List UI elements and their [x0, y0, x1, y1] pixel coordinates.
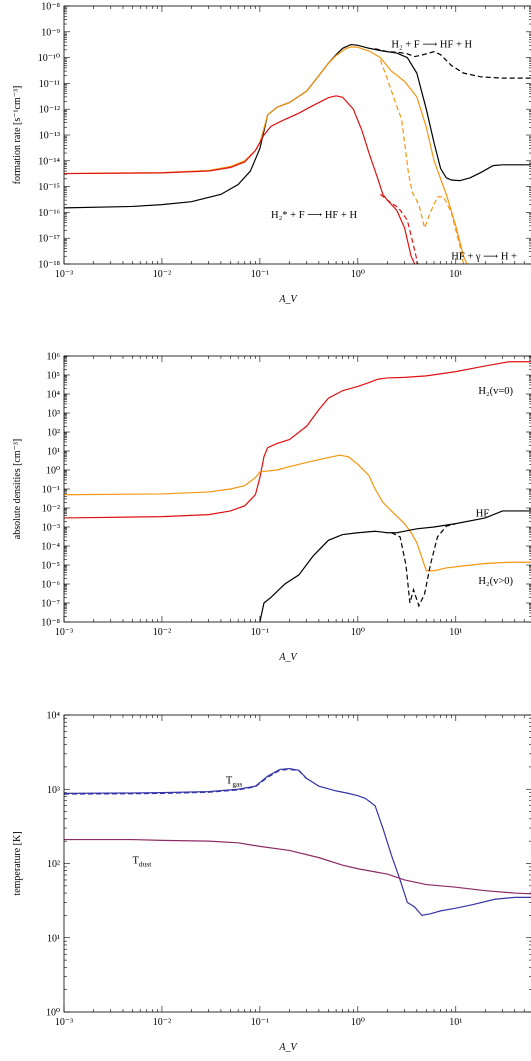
series-line-1 [64, 43, 531, 209]
y-tick-label: 10⁻¹⁸ [38, 260, 60, 271]
series-line-3 [259, 510, 531, 622]
x-axis-label: A_V [278, 652, 298, 663]
annotation-1: H₂ + F ⟶ HF + H [391, 39, 472, 50]
y-tick-label: 10⁻¹² [39, 105, 60, 116]
series-line-2 [374, 48, 531, 79]
y-tick-label: 10⁻⁹ [41, 27, 60, 38]
y-axis-label: formation rate [s⁻¹cm⁻³] [12, 86, 23, 185]
y-tick-label: 10³ [47, 409, 60, 420]
annotation-2: Tdust [132, 856, 152, 869]
x-tick-label: 10⁻³ [55, 627, 73, 638]
y-tick-label: 10⁻¹ [42, 485, 60, 496]
y-tick-label: 10⁻¹⁵ [38, 182, 60, 193]
plot-frame [63, 5, 531, 265]
annotation-1: H₂(v=0) [478, 386, 513, 397]
y-tick-label: 10² [47, 428, 60, 439]
y-tick-label: 10⁻¹⁷ [38, 234, 60, 245]
x-tick-label: 10⁰ [351, 269, 365, 280]
y-tick-label: 10⁻³ [42, 523, 60, 534]
y-tick-label: 10⁶ [47, 352, 61, 363]
plot-frame [63, 355, 531, 623]
annotation-2: H₂* + F ⟶ HF + H [271, 210, 357, 221]
annotation-3: H₂(v>0) [478, 576, 513, 587]
y-tick-label: 10⁴ [47, 711, 61, 722]
y-tick-label: 10⁻¹¹ [39, 79, 60, 90]
series-line-2 [64, 768, 308, 795]
y-axis-label: temperature [K] [12, 831, 23, 895]
x-tick-label: 10⁻³ [55, 1017, 73, 1028]
y-tick-label: 10⁻⁶ [41, 580, 60, 591]
x-tick-label: 10⁰ [351, 627, 365, 638]
x-tick-label: 10⁻² [153, 627, 171, 638]
y-tick-label: 10⁻¹³ [39, 131, 60, 142]
y-tick-label: 10⁴ [47, 390, 61, 401]
series-line-4 [391, 523, 456, 608]
series-line-1 [64, 361, 531, 519]
series-line-4 [379, 59, 465, 264]
series-line-6 [380, 193, 419, 264]
y-tick-label: 10⁻⁷ [41, 599, 60, 610]
annotation-1: Tgas [226, 775, 243, 788]
x-tick-label: 10¹ [449, 1017, 462, 1028]
chart-panel-2: 10⁻³ 10⁻² 10⁻¹ 10⁰ 10¹ 10⁻⁸ 10⁻⁷ 10⁻⁶ 10⁻⁵ 10⁻⁴ 10… [12, 352, 531, 663]
y-tick-label: 10⁻⁴ [41, 542, 60, 553]
x-axis-label: A_V [278, 1042, 298, 1053]
y-tick-label: 10³ [47, 785, 60, 796]
series-line-1 [64, 767, 531, 917]
annotation-2: HF [476, 509, 490, 520]
x-tick-label: 10¹ [449, 627, 462, 638]
x-tick-label: 10⁻¹ [251, 269, 269, 280]
series-group [64, 43, 531, 264]
y-tick-label: 10⁻¹⁰ [38, 53, 60, 64]
y-tick-label: 10⁻¹⁶ [38, 208, 60, 219]
chart-panel-1: 10⁻³ 10⁻² 10⁻¹ 10⁰ 10¹ 10⁻¹⁸ 10⁻¹⁷ 10⁻¹⁶ 10⁻¹⁵ 10… [12, 2, 531, 305]
y-tick-label: 10⁵ [47, 371, 61, 382]
series-line-5 [64, 95, 416, 264]
x-tick-label: 10⁻² [153, 269, 171, 280]
x-tick-label: 10⁻³ [55, 269, 73, 280]
y-tick-label: 10⁻² [42, 504, 60, 515]
series-line-2 [64, 454, 531, 572]
series-line-3 [64, 838, 531, 895]
x-axis-label: A_V [278, 294, 298, 305]
x-tick-label: 10⁻¹ [251, 1017, 269, 1028]
x-tick-label: 10⁻¹ [251, 627, 269, 638]
y-tick-label: 10¹ [47, 933, 60, 944]
x-tick-label: 10¹ [449, 269, 462, 280]
y-tick-label: 10¹ [47, 447, 60, 458]
y-tick-label: 10⁻⁸ [41, 2, 60, 13]
y-tick-label: 10² [47, 859, 60, 870]
series-group [64, 767, 531, 917]
y-tick-label: 10⁻⁵ [41, 561, 60, 572]
y-tick-label: 10⁻⁸ [41, 618, 60, 629]
series-group [64, 361, 531, 622]
y-axis-label: absolute densities [cm⁻³] [12, 439, 23, 539]
y-tick-label: 10⁰ [46, 466, 60, 477]
annotation-3: HF + γ ⟶ H + [451, 251, 517, 262]
y-tick-label: 10⁰ [46, 1008, 60, 1019]
chart-panel-3: 10⁻³ 10⁻² 10⁻¹ 10⁰ 10¹ 10⁰ 10¹ 10² 10³ 10⁴ A_V temp… [12, 711, 531, 1053]
plot-frame [63, 714, 531, 1013]
x-tick-label: 10⁻² [153, 1017, 171, 1028]
x-tick-label: 10⁰ [351, 1017, 365, 1028]
y-tick-label: 10⁻¹⁴ [38, 156, 60, 167]
